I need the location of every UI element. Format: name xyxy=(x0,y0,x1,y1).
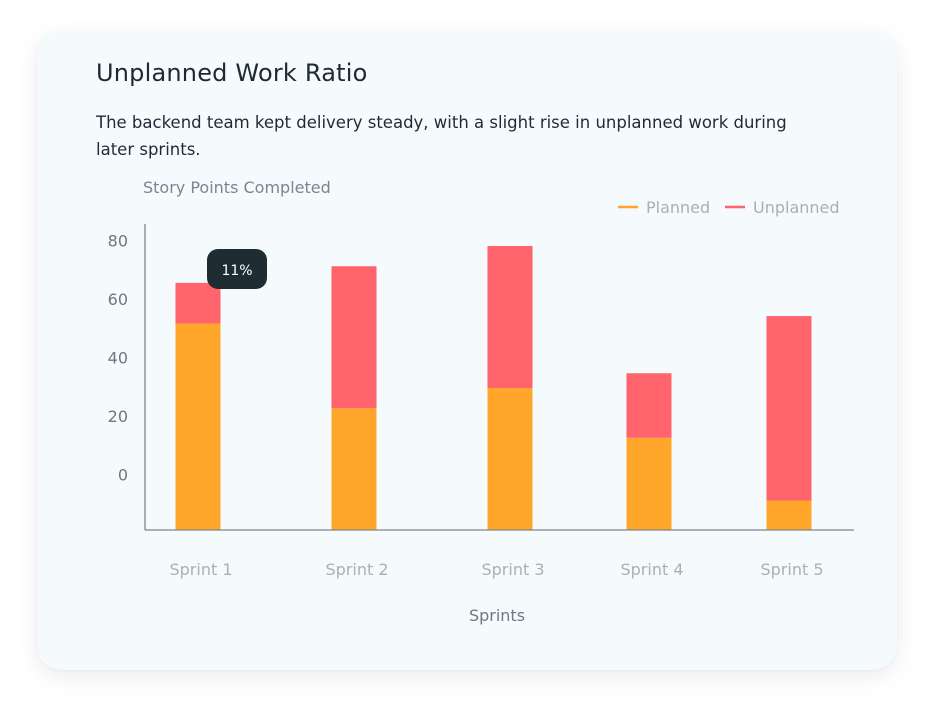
bar-unplanned-2[interactable] xyxy=(331,266,377,409)
x-tick-label: Sprint 3 xyxy=(481,560,544,579)
bar-planned-5[interactable] xyxy=(766,500,812,530)
bar-unplanned-3[interactable] xyxy=(487,245,533,388)
x-tick-label: Sprint 2 xyxy=(325,560,388,579)
chart-legend: Planned Unplanned xyxy=(618,198,840,217)
bar-planned-4[interactable] xyxy=(626,437,672,530)
y-tick-label: 20 xyxy=(108,407,128,426)
bar-unplanned-5[interactable] xyxy=(766,316,812,501)
bar-planned-3[interactable] xyxy=(487,387,533,530)
chart-subtitle: The backend team kept delivery steady, w… xyxy=(96,113,787,159)
y-tick-label: 60 xyxy=(108,290,128,309)
bar-unplanned-1[interactable] xyxy=(175,282,221,324)
y-tick-label: 80 xyxy=(108,232,128,251)
y-axis-ticks: 0 20 40 60 80 xyxy=(108,232,128,485)
x-tick-label: Sprint 1 xyxy=(169,560,232,579)
y-tick-label: 40 xyxy=(108,349,128,368)
tooltip: 11% xyxy=(207,249,267,289)
x-axis-title: Sprints xyxy=(469,606,525,625)
x-tick-label: Sprint 4 xyxy=(620,560,683,579)
x-tick-label: Sprint 5 xyxy=(760,560,823,579)
y-axis-title: Story Points Completed xyxy=(143,178,331,197)
tooltip-text: 11% xyxy=(221,263,252,279)
tooltip-box xyxy=(207,249,267,289)
bar-planned-1[interactable] xyxy=(175,323,221,530)
y-tick-label: 0 xyxy=(118,466,128,485)
chart-bars xyxy=(175,245,812,530)
bar-planned-2[interactable] xyxy=(331,408,377,530)
chart-title: Unplanned Work Ratio xyxy=(96,59,368,87)
legend-label-planned[interactable]: Planned xyxy=(646,198,710,217)
legend-label-unplanned[interactable]: Unplanned xyxy=(753,198,840,217)
x-axis-ticks: Sprint 1 Sprint 2 Sprint 3 Sprint 4 Sprint 5 xyxy=(169,560,823,579)
bar-unplanned-4[interactable] xyxy=(626,373,672,438)
